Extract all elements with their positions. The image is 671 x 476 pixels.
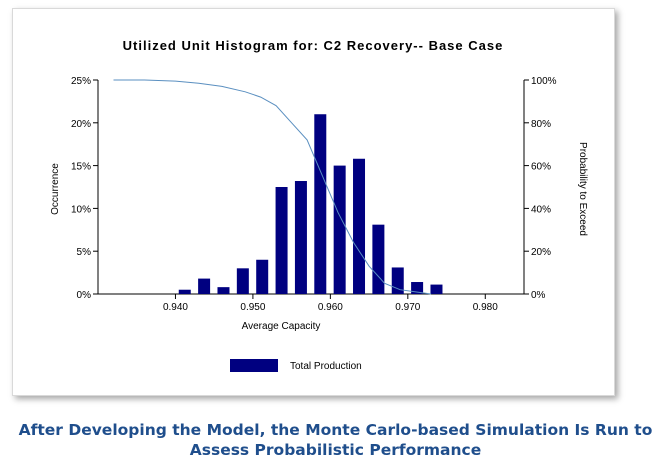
- legend-swatch: [230, 359, 278, 372]
- y2-tick-label: 40%: [531, 204, 551, 215]
- y2-tick-label: 80%: [531, 119, 551, 130]
- histogram-bar: [178, 289, 191, 294]
- histogram-bar: [353, 158, 366, 294]
- histogram-bar: [275, 187, 288, 294]
- histogram-bar: [430, 284, 443, 294]
- caption-line-1: After Developing the Model, the Monte Ca…: [18, 421, 653, 439]
- caption-line-2: Assess Probabilistic Performance: [189, 441, 482, 459]
- x-axis-label: Average Capacity: [242, 321, 321, 332]
- histogram-bar: [411, 282, 424, 294]
- y-tick-label: 15%: [71, 162, 91, 173]
- y2-tick-label: 0%: [531, 290, 546, 301]
- y-tick-label: 20%: [71, 119, 91, 130]
- x-tick-label: 0.950: [240, 302, 265, 313]
- x-tick-label: 0.980: [473, 302, 498, 313]
- histogram-bar: [333, 165, 346, 294]
- plot-area: 0% 5% 10% 15% 20% 25% 0% 20% 40% 60% 80% 100% 0.940 0…: [71, 76, 557, 313]
- x-tick-label: 0.960: [318, 302, 343, 313]
- chart-title: Utilized Unit Histogram for: C2 Recovery…: [123, 38, 504, 53]
- histogram-bar: [294, 181, 307, 294]
- y-tick-label: 25%: [71, 76, 91, 87]
- exceedance-line: [113, 79, 432, 295]
- x-tick-label: 0.970: [395, 302, 420, 313]
- y-tick-label: 0%: [77, 290, 92, 301]
- histogram-bar: [198, 278, 211, 294]
- legend: Total Production: [230, 359, 362, 372]
- legend-label: Total Production: [290, 361, 362, 372]
- y2-tick-label: 20%: [531, 247, 551, 258]
- y-tick-label: 5%: [77, 247, 92, 258]
- histogram-bar: [236, 268, 249, 294]
- y-tick-label: 10%: [71, 204, 91, 215]
- figure-caption: After Developing the Model, the Monte Ca…: [0, 420, 671, 460]
- histogram-chart: Utilized Unit Histogram for: C2 Recovery…: [50, 38, 588, 372]
- y-axis-label: Occurrence: [50, 163, 61, 215]
- x-tick-label: 0.940: [163, 302, 188, 313]
- histogram-bar: [314, 114, 327, 295]
- y2-tick-label: 100%: [531, 76, 557, 87]
- histogram-bar: [256, 259, 269, 294]
- y2-tick-label: 60%: [531, 162, 551, 173]
- y2-axis-label: Probability to Exceed: [577, 142, 588, 236]
- chart-frame: Utilized Unit Histogram for: C2 Recovery…: [12, 8, 615, 396]
- histogram-bar: [217, 287, 230, 294]
- histogram-bar: [372, 224, 385, 294]
